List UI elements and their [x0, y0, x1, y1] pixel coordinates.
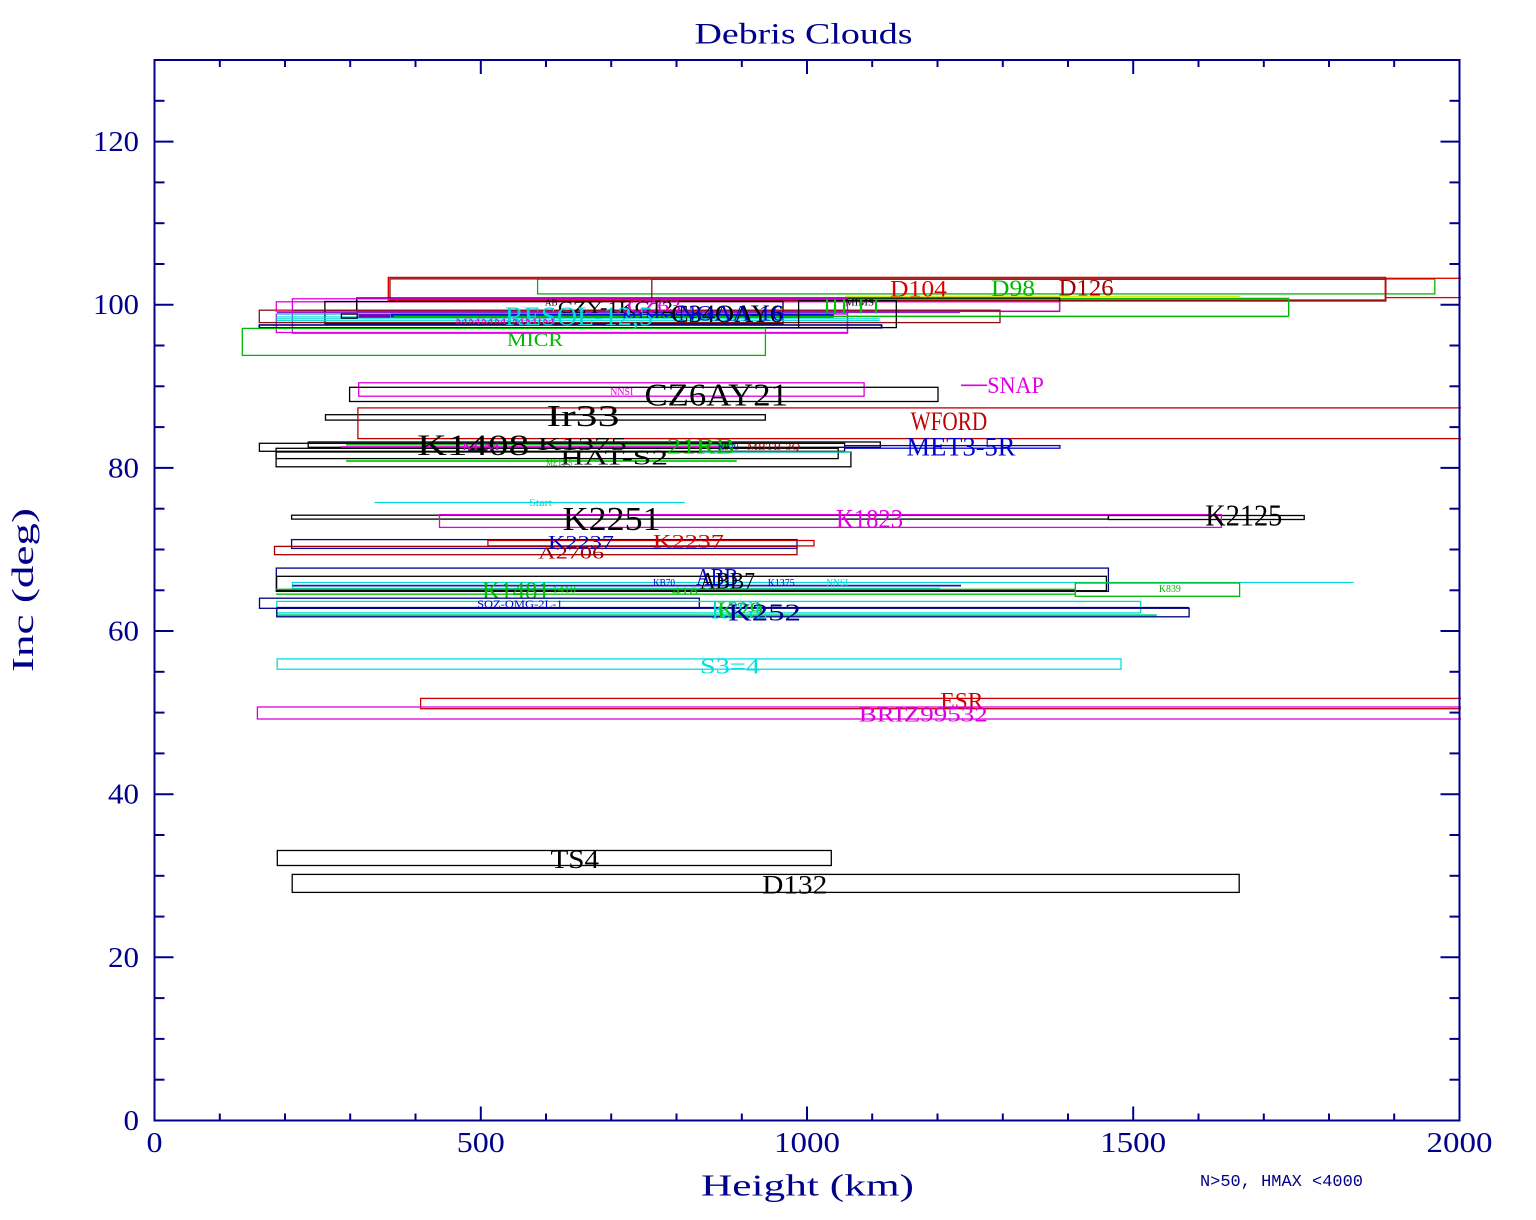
svg-text:80: 80: [108, 453, 139, 484]
svg-text:D132: D132: [762, 871, 827, 900]
svg-text:CZ6AY21: CZ6AY21: [645, 377, 789, 413]
svg-text:NNSI: NNSI: [610, 386, 633, 398]
svg-text:K839: K839: [1159, 583, 1181, 595]
svg-text:MICR: MICR: [507, 330, 563, 351]
svg-text:40: 40: [108, 780, 139, 811]
svg-text:2000: 2000: [1427, 1128, 1493, 1159]
svg-text:ESR: ESR: [940, 689, 984, 714]
svg-text:K1823: K1823: [836, 505, 903, 534]
svg-text:120: 120: [93, 127, 139, 158]
svg-text:K2237: K2237: [548, 532, 614, 552]
svg-text:20: 20: [108, 943, 139, 974]
svg-text:0: 0: [147, 1128, 163, 1159]
svg-text:K1408: K1408: [417, 429, 529, 462]
svg-text:K29: K29: [717, 598, 763, 623]
svg-text:100: 100: [93, 290, 139, 321]
svg-text:AB: AB: [545, 298, 558, 308]
svg-text:M1MMS-2M: M1MMS-2M: [622, 311, 712, 320]
svg-text:K252: K252: [728, 601, 801, 627]
svg-text:500: 500: [457, 1128, 505, 1159]
svg-text:RESOL-12,5: RESOL-12,5: [505, 302, 653, 331]
svg-text:D126: D126: [1059, 275, 1114, 300]
svg-text:SOZ-OMG-2L-1: SOZ-OMG-2L-1: [477, 599, 562, 611]
svg-text:418: 418: [672, 587, 698, 598]
svg-text:K1481: K1481: [482, 579, 550, 605]
svg-text:K1375: K1375: [768, 578, 795, 589]
svg-text:NNSI: NNSI: [826, 578, 848, 589]
svg-text:N>50, HMAX <4000: N>50, HMAX <4000: [1200, 1173, 1363, 1192]
svg-text:Debris Clouds: Debris Clouds: [695, 18, 913, 51]
svg-text:1000: 1000: [774, 1128, 840, 1159]
svg-text:CZY-1KG12: CZY-1KG12: [558, 298, 673, 317]
svg-text:NOAA-16: NOAA-16: [678, 301, 784, 326]
svg-text:M M: M M: [462, 442, 500, 452]
svg-text:BRIZ99532: BRIZ99532: [859, 703, 988, 727]
svg-text:K2251: K2251: [563, 501, 661, 538]
svg-text:CZ63: CZ63: [627, 297, 681, 316]
svg-text:1418: 1418: [552, 585, 577, 595]
svg-text:60: 60: [108, 617, 139, 648]
svg-text:K3GL: K3GL: [712, 596, 768, 625]
svg-text:ABB7: ABB7: [700, 569, 755, 594]
svg-text:D98: D98: [991, 276, 1035, 301]
svg-text:Start: Start: [529, 498, 552, 509]
svg-text:WFORD: WFORD: [911, 407, 988, 436]
svg-text:K1375: K1375: [538, 434, 627, 454]
svg-text:A2706: A2706: [538, 544, 604, 563]
svg-text:K2237: K2237: [653, 532, 724, 553]
svg-text:K970: K970: [718, 442, 740, 452]
svg-text:0: 0: [124, 1106, 140, 1137]
svg-text:MIMS: MIMS: [845, 298, 874, 308]
svg-text:KB70: KB70: [653, 578, 675, 589]
svg-text:MMMM-MMIM: MMMM-MMIM: [455, 317, 555, 326]
svg-text:K2125: K2125: [1205, 498, 1282, 533]
svg-text:MET3-5R: MET3-5R: [907, 433, 1017, 462]
svg-text:MET3-5: MET3-5: [546, 458, 572, 469]
svg-text:HAT-S2: HAT-S2: [560, 446, 668, 470]
svg-text:Inc (deg): Inc (deg): [5, 508, 40, 672]
svg-text:Ir33: Ir33: [547, 398, 620, 433]
svg-text:TS4: TS4: [551, 845, 600, 874]
svg-text:21RB: 21RB: [667, 434, 735, 459]
svg-text:S3=4: S3=4: [700, 654, 760, 679]
svg-text:1500: 1500: [1100, 1128, 1166, 1159]
svg-text:C34OAY6: C34OAY6: [671, 301, 783, 328]
svg-text:MBTB-3Q: MBTB-3Q: [747, 442, 801, 452]
svg-text:ABB: ABB: [696, 565, 738, 591]
svg-text:Height (km): Height (km): [701, 1168, 914, 1203]
svg-text:D104: D104: [890, 276, 948, 301]
svg-text:SNAP: SNAP: [987, 373, 1044, 398]
